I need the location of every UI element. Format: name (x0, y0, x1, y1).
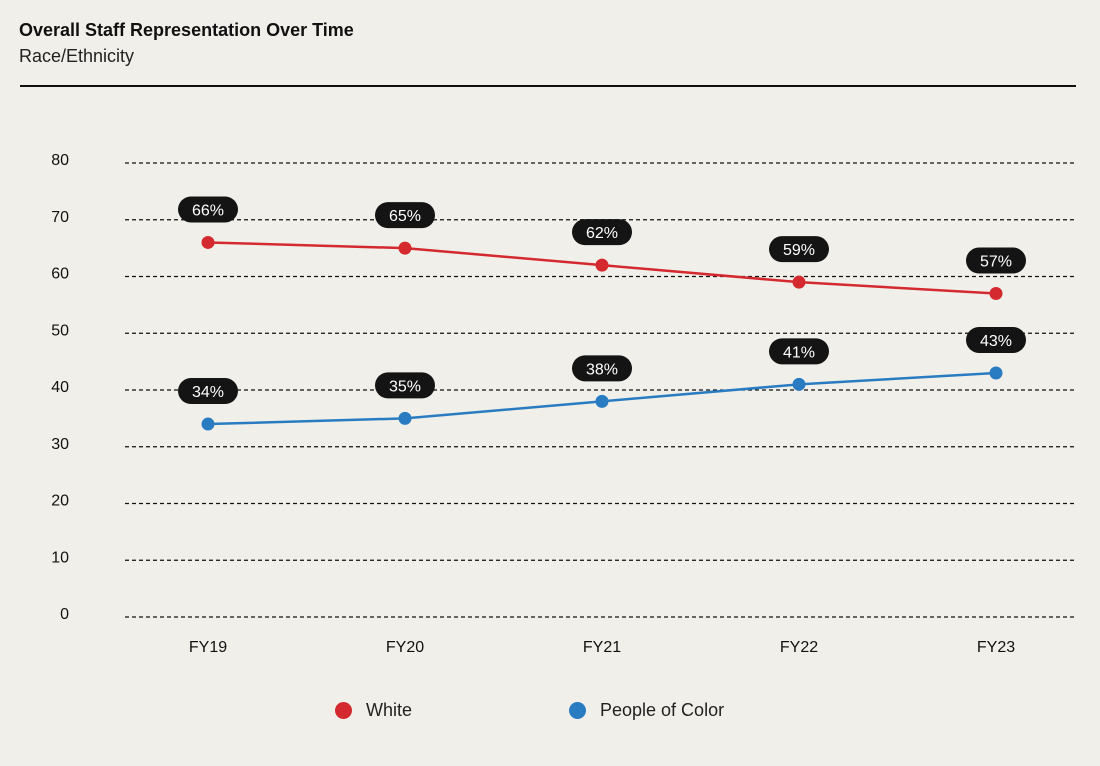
y-tick-label-80: 80 (51, 152, 69, 169)
data-point-people-of-color-fy20 (398, 411, 412, 425)
y-tick-label-50: 50 (51, 322, 69, 339)
header-divider (20, 85, 1076, 87)
data-label-bg-white-fy22 (769, 236, 829, 263)
y-tick-label-20: 20 (51, 493, 69, 510)
data-label-people-of-color-fy19: 34% (192, 384, 224, 401)
data-point-people-of-color-fy22 (792, 377, 806, 391)
data-point-white-fy23 (989, 287, 1003, 301)
data-point-people-of-color-fy23 (989, 366, 1003, 380)
y-tick-label-10: 10 (51, 549, 69, 566)
data-label-bg-people-of-color-fy22 (769, 338, 829, 365)
data-label-bg-people-of-color-fy21 (572, 355, 632, 382)
chart-header: Overall Staff Representation Over Time R… (19, 18, 354, 68)
legend-swatch-people-of-color (569, 702, 586, 719)
x-tick-label-fy20: FY20 (386, 639, 424, 656)
data-label-white-fy21: 62% (586, 225, 618, 242)
y-tick-label-40: 40 (51, 379, 69, 396)
data-label-bg-white-fy23 (966, 247, 1026, 274)
chart-title: Overall Staff Representation Over Time (19, 20, 354, 40)
data-point-people-of-color-fy21 (595, 394, 609, 408)
data-label-white-fy19: 66% (192, 202, 224, 219)
legend: White People of Color (0, 700, 1100, 724)
data-label-bg-people-of-color-fy20 (375, 372, 435, 399)
data-label-people-of-color-fy23: 43% (980, 333, 1012, 350)
x-tick-label-fy23: FY23 (977, 639, 1015, 656)
data-label-people-of-color-fy20: 35% (389, 378, 421, 395)
legend-item-white: White (335, 700, 412, 721)
data-point-white-fy21 (595, 258, 609, 272)
data-label-white-fy22: 59% (783, 242, 815, 259)
data-label-bg-white-fy20 (375, 202, 435, 229)
y-tick-label-60: 60 (51, 266, 69, 283)
data-point-white-fy19 (201, 235, 215, 249)
y-tick-label-70: 70 (51, 209, 69, 226)
legend-item-people-of-color: People of Color (569, 700, 724, 721)
data-point-white-fy20 (398, 241, 412, 255)
x-tick-label-fy21: FY21 (583, 639, 621, 656)
data-point-white-fy22 (792, 275, 806, 289)
data-label-bg-people-of-color-fy23 (966, 326, 1026, 353)
data-label-people-of-color-fy21: 38% (586, 361, 618, 378)
data-label-bg-white-fy21 (572, 219, 632, 246)
data-label-bg-people-of-color-fy19 (178, 378, 238, 405)
legend-label-people-of-color: People of Color (600, 700, 725, 720)
data-label-white-fy20: 65% (389, 208, 421, 225)
data-point-people-of-color-fy19 (201, 417, 215, 431)
legend-label-white: White (366, 700, 413, 720)
legend-swatch-white (335, 702, 352, 719)
x-tick-label-fy22: FY22 (780, 639, 818, 656)
y-tick-label-0: 0 (60, 606, 69, 623)
x-tick-label-fy19: FY19 (189, 639, 227, 656)
y-tick-label-30: 30 (51, 436, 69, 453)
data-label-people-of-color-fy22: 41% (783, 344, 815, 361)
chart-subtitle: Race/Ethnicity (19, 46, 135, 66)
data-label-bg-white-fy19 (178, 196, 238, 223)
data-label-white-fy23: 57% (980, 254, 1012, 271)
